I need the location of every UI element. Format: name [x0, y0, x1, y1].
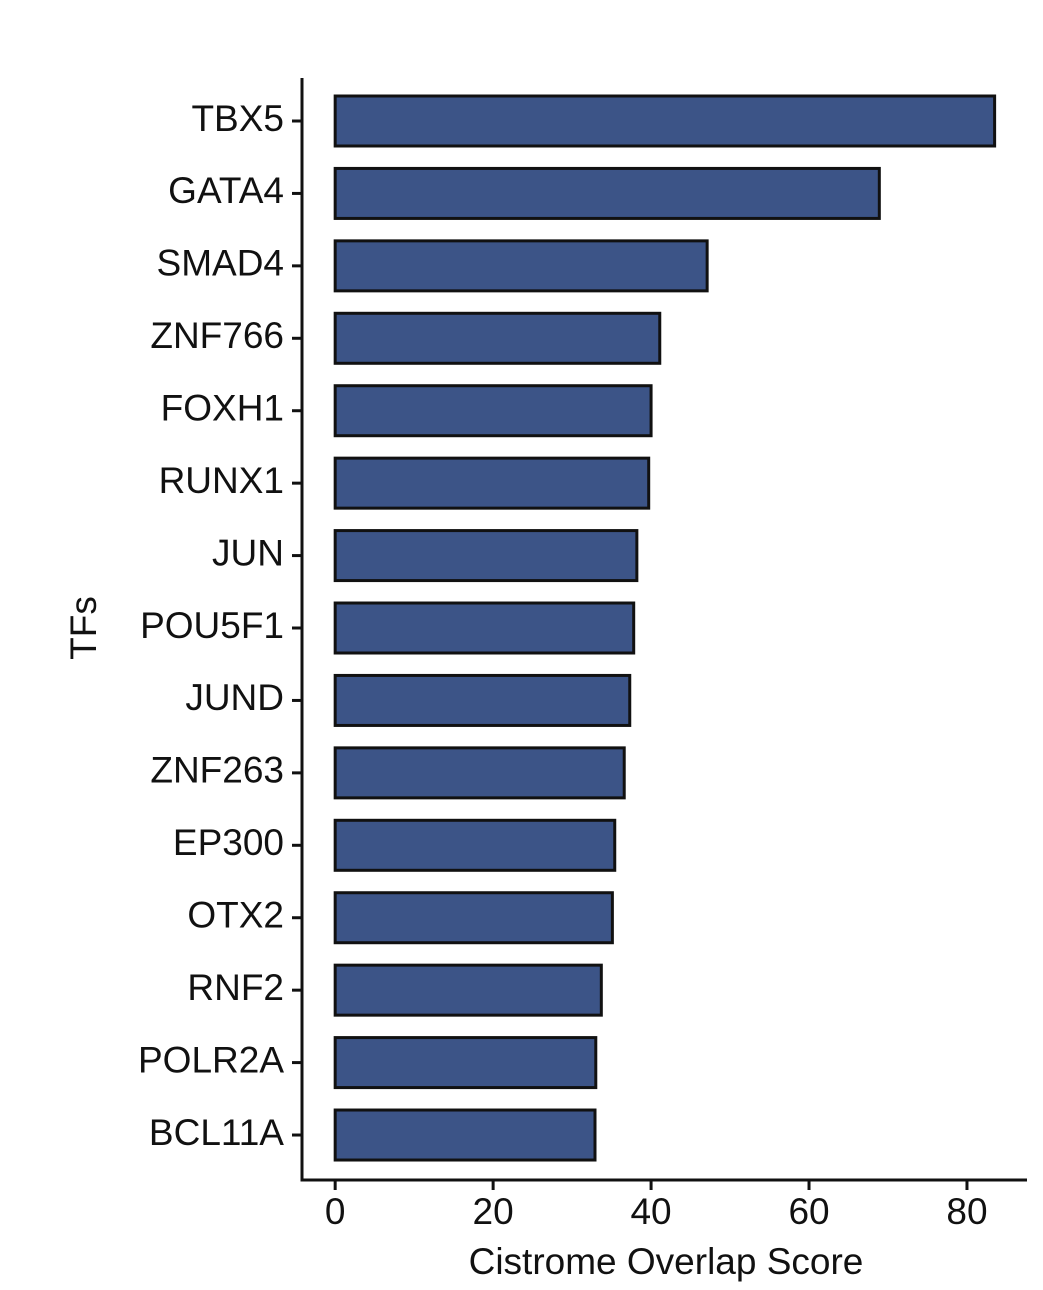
bar: [333, 1108, 597, 1162]
bar: [333, 94, 997, 148]
y-tick-label: JUN: [212, 532, 284, 573]
bar: [333, 963, 603, 1017]
y-tick-label: POLR2A: [138, 1039, 284, 1080]
y-axis-label: TFs: [63, 596, 104, 660]
x-tick-label: 60: [788, 1191, 829, 1232]
y-tick-label: BCL11A: [149, 1112, 284, 1153]
bar: [333, 673, 632, 727]
y-tick-label: ZNF766: [150, 315, 284, 356]
bar: [333, 166, 881, 220]
bar: [333, 818, 617, 872]
y-tick-label: POU5F1: [140, 605, 284, 646]
x-tick-label: 80: [946, 1191, 987, 1232]
bar: [333, 239, 709, 293]
y-tick-label: RNF2: [187, 967, 284, 1008]
y-tick-label: GATA4: [168, 170, 284, 211]
bar: [333, 1036, 598, 1090]
y-tick-label: EP300: [173, 822, 284, 863]
y-tick-label: SMAD4: [157, 243, 284, 284]
bar: [333, 384, 653, 438]
x-axis-label: Cistrome Overlap Score: [469, 1241, 864, 1282]
y-tick-label: JUND: [185, 677, 284, 718]
bar: [333, 746, 626, 800]
bar: [333, 456, 651, 510]
x-tick-label: 40: [630, 1191, 671, 1232]
bar: [333, 529, 639, 583]
y-tick-label: OTX2: [187, 895, 284, 936]
y-tick-label: TBX5: [191, 98, 284, 139]
bar: [333, 311, 662, 365]
y-tick-label: ZNF263: [150, 750, 284, 791]
x-tick-label: 0: [325, 1191, 346, 1232]
bar: [333, 601, 636, 655]
y-tick-label: RUNX1: [159, 460, 284, 501]
x-tick-label: 20: [473, 1191, 514, 1232]
y-tick-label: FOXH1: [161, 388, 284, 429]
bar: [333, 891, 614, 945]
